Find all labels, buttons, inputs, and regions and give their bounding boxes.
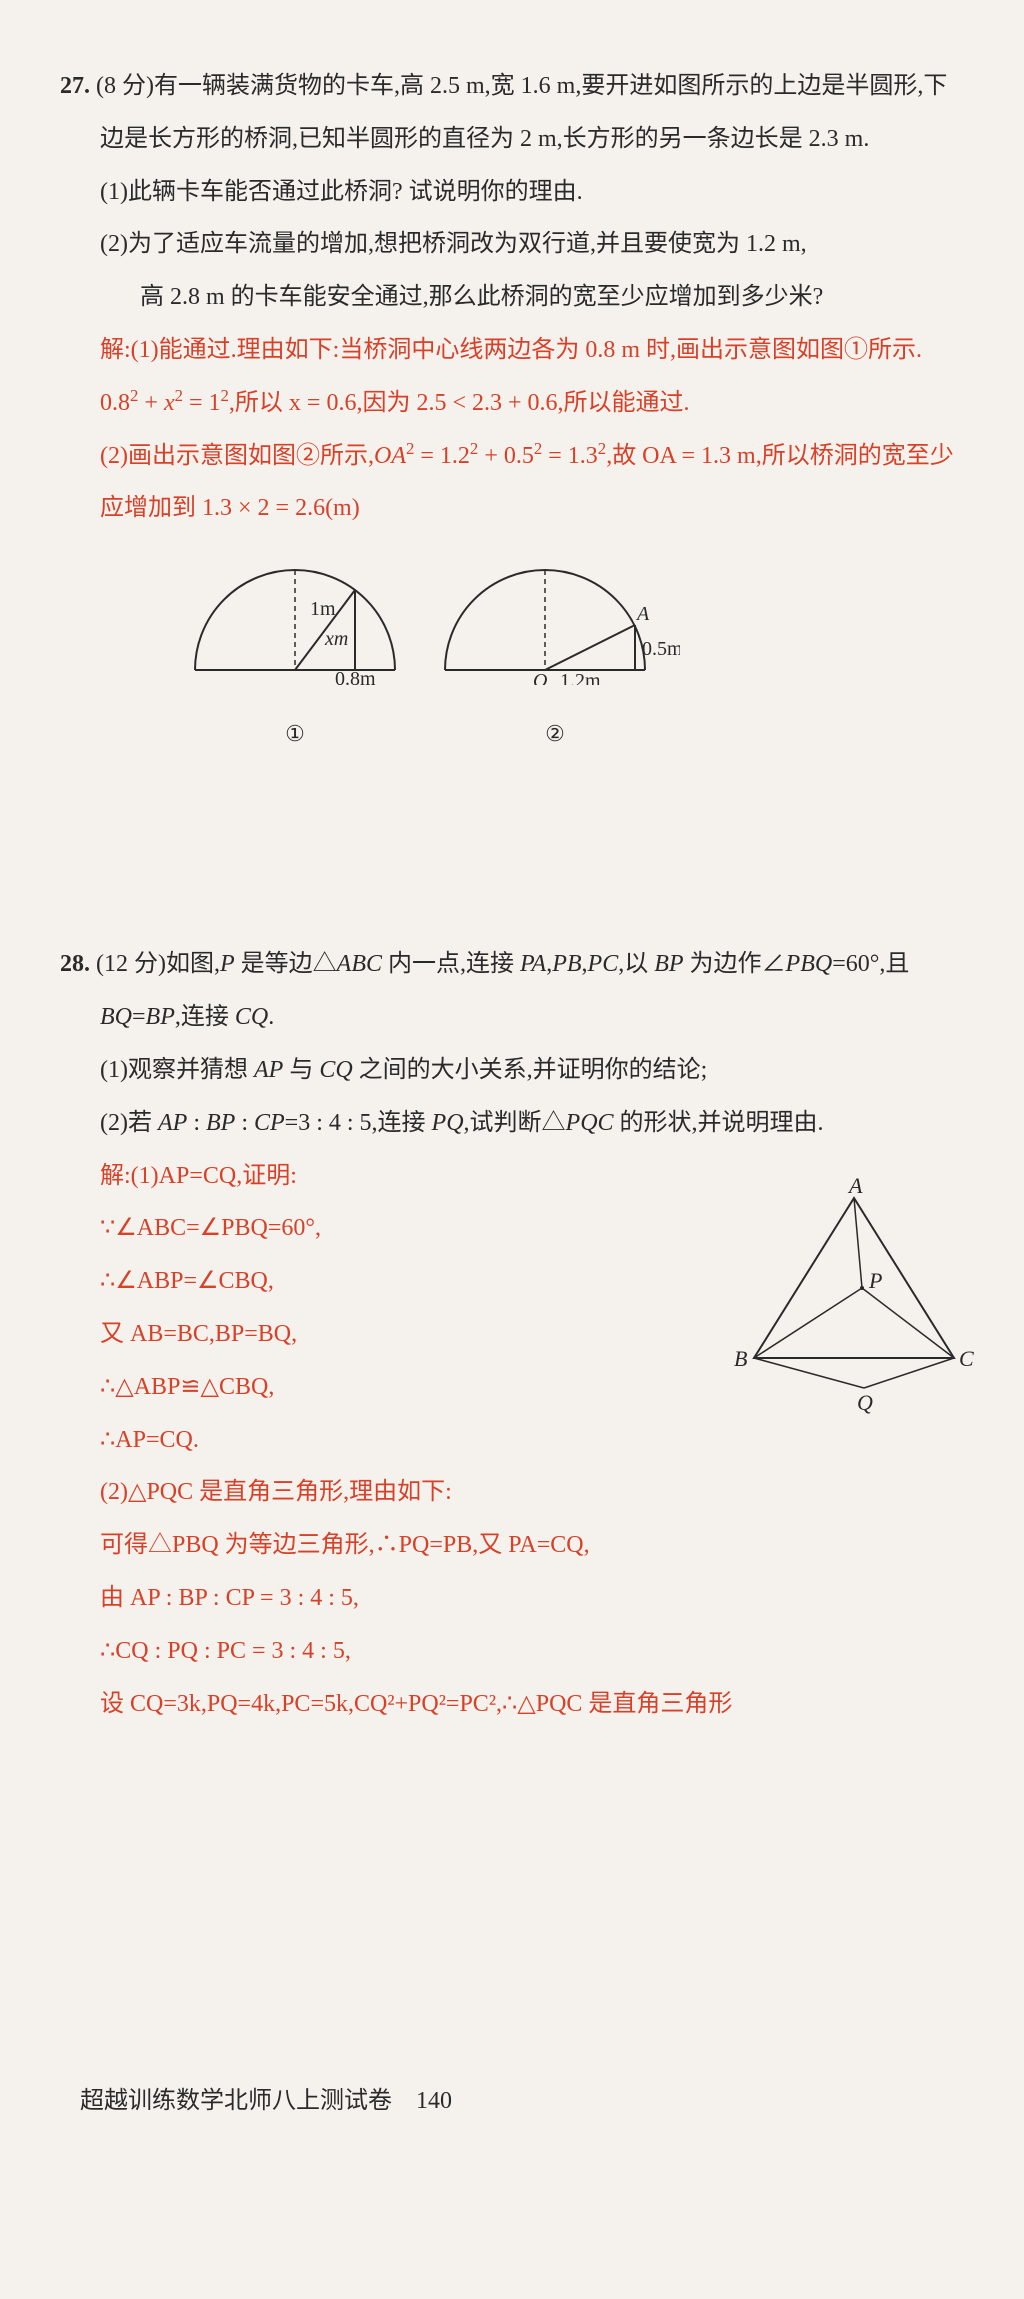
problem-points: (12 分) bbox=[96, 951, 166, 977]
problem-text: 有一辆装满货物的卡车,高 2.5 m,宽 1.6 m,要开进如图所示的上边是半圆… bbox=[100, 73, 947, 152]
answer-line: (2)△PQC 是直角三角形,理由如下: bbox=[100, 1466, 964, 1519]
answer-line: 由 AP : BP : CP = 3 : 4 : 5, bbox=[100, 1572, 964, 1625]
diagrams-row: 1m xm 0.8m ① A 0.5m O bbox=[180, 555, 964, 758]
o-label: O bbox=[533, 670, 547, 685]
problem-number: 27. bbox=[60, 73, 90, 99]
triangle-diagram: A B C P Q bbox=[734, 1178, 974, 1438]
answer-line: ∴CQ : PQ : PC = 3 : 4 : 5, bbox=[100, 1625, 964, 1678]
x-label: xm bbox=[324, 628, 348, 650]
answer-text: ,所以 x = 0.6,因为 2.5 < 2.3 + 0.6,所以能通过. bbox=[229, 390, 690, 416]
diagram-2-svg: A 0.5m O 1.2m bbox=[430, 555, 680, 685]
problem-28-text: 28. (12 分)如图,P 是等边△ABC 内一点,连接 PA,PB,PC,以… bbox=[60, 938, 964, 1044]
diagram-2: A 0.5m O 1.2m ② bbox=[430, 555, 680, 758]
label-b: B bbox=[734, 1346, 747, 1371]
label-q: Q bbox=[857, 1390, 873, 1415]
problem-28-q1: (1)观察并猜想 AP 与 CQ 之间的大小关系,并证明你的结论; bbox=[60, 1044, 964, 1097]
problem-number: 28. bbox=[60, 951, 90, 977]
r-label: 1m bbox=[310, 598, 336, 620]
problem-27: 27. (8 分)有一辆装满货物的卡车,高 2.5 m,宽 1.6 m,要开进如… bbox=[60, 60, 964, 758]
problem-28: 28. (12 分)如图,P 是等边△ABC 内一点,连接 PA,PB,PC,以… bbox=[60, 938, 964, 1730]
footer-text: 超越训练数学北师八上测试卷 140 bbox=[80, 2088, 452, 2114]
answer-line: 设 CQ=3k,PQ=4k,PC=5k,CQ²+PQ²=PC²,∴△PQC 是直… bbox=[100, 1678, 964, 1731]
problem-28-q2: (2)若 AP : BP : CP=3 : 4 : 5,连接 PQ,试判断△PQ… bbox=[60, 1097, 964, 1150]
label-a: A bbox=[847, 1178, 863, 1198]
h-label: 0.5m bbox=[642, 638, 680, 660]
problem-27-answer1: 解:(1)能通过.理由如下:当桥洞中心线两边各为 0.8 m 时,画出示意图如图… bbox=[60, 324, 964, 430]
semicircle-diagrams: 1m xm 0.8m ① A 0.5m O bbox=[60, 555, 964, 758]
diagram-1-svg: 1m xm 0.8m bbox=[180, 555, 410, 685]
b-label: 0.8m bbox=[335, 668, 376, 685]
label-c: C bbox=[959, 1346, 974, 1371]
page-footer: 超越训练数学北师八上测试卷 140 bbox=[60, 2080, 964, 2115]
b-label: 1.2m bbox=[560, 670, 601, 685]
problem-27-q2b: 高 2.8 m 的卡车能安全通过,那么此桥洞的宽至少应增加到多少米? bbox=[60, 271, 964, 324]
triangle-svg: A B C P Q bbox=[734, 1178, 974, 1418]
label-p: P bbox=[868, 1268, 882, 1293]
problem-27-q2a: (2)为了适应车流量的增加,想把桥洞改为双行道,并且要使宽为 1.2 m, bbox=[60, 218, 964, 271]
problem-27-answer2: (2)画出示意图如图②所示,OA2 = 1.22 + 0.52 = 1.32,故… bbox=[60, 430, 964, 536]
problem-27-q1: (1)此辆卡车能否通过此桥洞? 试说明你的理由. bbox=[60, 166, 964, 219]
answer-text: (2)画出示意图如图②所示, bbox=[100, 443, 374, 469]
diagram-2-label: ② bbox=[430, 710, 680, 758]
diagram-1: 1m xm 0.8m ① bbox=[180, 555, 410, 758]
diagram-1-label: ① bbox=[180, 710, 410, 758]
answer-line: 可得△PBQ 为等边三角形,∴PQ=PB,又 PA=CQ, bbox=[100, 1519, 964, 1572]
problem-points: (8 分) bbox=[96, 73, 154, 99]
a-label: A bbox=[635, 603, 650, 625]
problem-27-text: 27. (8 分)有一辆装满货物的卡车,高 2.5 m,宽 1.6 m,要开进如… bbox=[60, 60, 964, 166]
problem-text: 如图,P 是等边△ABC 内一点,连接 PA,PB,PC,以 BP 为边作∠PB… bbox=[100, 951, 909, 1030]
